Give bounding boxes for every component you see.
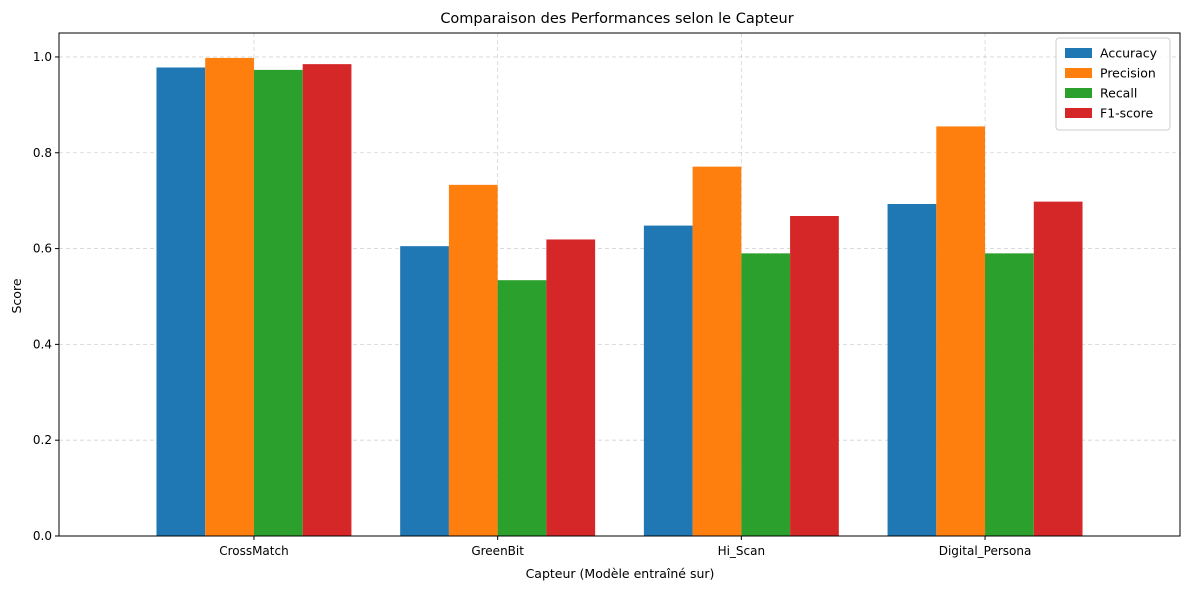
x-tick-label: Hi_Scan: [718, 544, 766, 558]
bar-f1-score-digital_persona: [1033, 201, 1083, 536]
bar-precision-crossmatch: [205, 57, 254, 537]
y-tick-label: 0.0: [33, 529, 52, 543]
bar-f1-score-crossmatch: [302, 64, 352, 536]
x-tick-label: GreenBit: [471, 544, 524, 558]
legend-label-f1-score: F1-score: [1100, 106, 1154, 121]
bar-accuracy-hi_scan: [643, 225, 693, 536]
ticks: 0.0 0.2 0.4 0.6 0.8 1.0 CrossMatch GreenBit Hi_S…: [33, 50, 1031, 558]
x-tick-label: Digital_Persona: [939, 544, 1032, 558]
bar-precision-greenbit: [448, 184, 498, 536]
chart-title: Comparaison des Performances selon le Ca…: [440, 11, 793, 27]
bar-precision-digital_persona: [936, 126, 986, 537]
bar-recall-greenbit: [497, 280, 547, 536]
legend-swatch-precision: [1065, 68, 1092, 78]
bar-accuracy-crossmatch: [156, 67, 206, 537]
legend-box: [1055, 37, 1171, 131]
bars: [156, 57, 1083, 537]
y-tick-label: 0.6: [33, 242, 52, 256]
legend-label-precision: Precision: [1100, 66, 1156, 81]
bar-f1-score-hi_scan: [790, 215, 839, 536]
y-axis-label: Score: [9, 278, 24, 313]
y-tick-label: 0.2: [33, 433, 52, 447]
bar-f1-score-greenbit: [546, 239, 596, 536]
bar-precision-hi_scan: [692, 166, 742, 536]
x-axis-label: Capteur (Modèle entraîné sur): [526, 566, 715, 581]
legend-label-accuracy: Accuracy: [1100, 46, 1158, 61]
bar-recall-hi_scan: [741, 253, 791, 536]
legend: Accuracy Precision Recall F1-score: [1055, 37, 1171, 131]
legend-swatch-recall: [1065, 88, 1092, 98]
bar-recall-digital_persona: [985, 253, 1034, 536]
y-tick-label: 0.4: [33, 337, 52, 351]
legend-swatch-accuracy: [1065, 48, 1092, 58]
bar-accuracy-greenbit: [400, 246, 449, 536]
y-tick-label: 0.8: [33, 146, 52, 160]
plot-frame: [58, 32, 1181, 537]
x-tick-label: CrossMatch: [219, 544, 289, 558]
bar-recall-crossmatch: [253, 69, 303, 537]
y-tick-label: 1.0: [33, 50, 52, 64]
legend-swatch-f1-score: [1065, 108, 1092, 118]
legend-label-recall: Recall: [1100, 86, 1137, 101]
bar-accuracy-digital_persona: [887, 204, 937, 536]
